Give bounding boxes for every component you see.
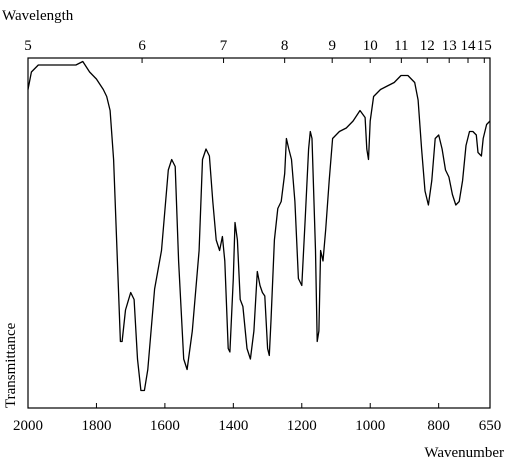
- x-tick-label: 1200: [287, 418, 317, 434]
- y-axis-label: Transmittance: [3, 322, 19, 408]
- x2-tick-label: 6: [138, 38, 146, 54]
- x2-tick-label: 8: [281, 38, 289, 54]
- x2-tick-label: 12: [420, 38, 435, 54]
- x-tick-label: 2000: [13, 418, 43, 434]
- x-tick-label: 1000: [355, 418, 385, 434]
- x2-tick-label: 5: [24, 38, 32, 54]
- x2-axis-label: Wavelength: [2, 8, 74, 24]
- x-tick-label: 650: [479, 418, 502, 434]
- x2-tick-label: 7: [220, 38, 228, 54]
- x-tick-label: 1400: [218, 418, 248, 434]
- x2-tick-label: 11: [394, 38, 408, 54]
- x-tick-label: 800: [427, 418, 450, 434]
- x-tick-label: 1600: [150, 418, 180, 434]
- x-axis-label: Wavenumber: [424, 445, 504, 461]
- x-tick-label: 1800: [81, 418, 111, 434]
- spectrum-line: [27, 60, 491, 392]
- x2-tick-label: 14: [461, 38, 477, 54]
- plot-frame: [27, 57, 491, 409]
- x2-tick-label: 15: [477, 38, 492, 54]
- x2-tick-label: 9: [328, 38, 336, 54]
- x2-tick-label: 10: [363, 38, 378, 54]
- x2-tick-label: 13: [442, 38, 457, 54]
